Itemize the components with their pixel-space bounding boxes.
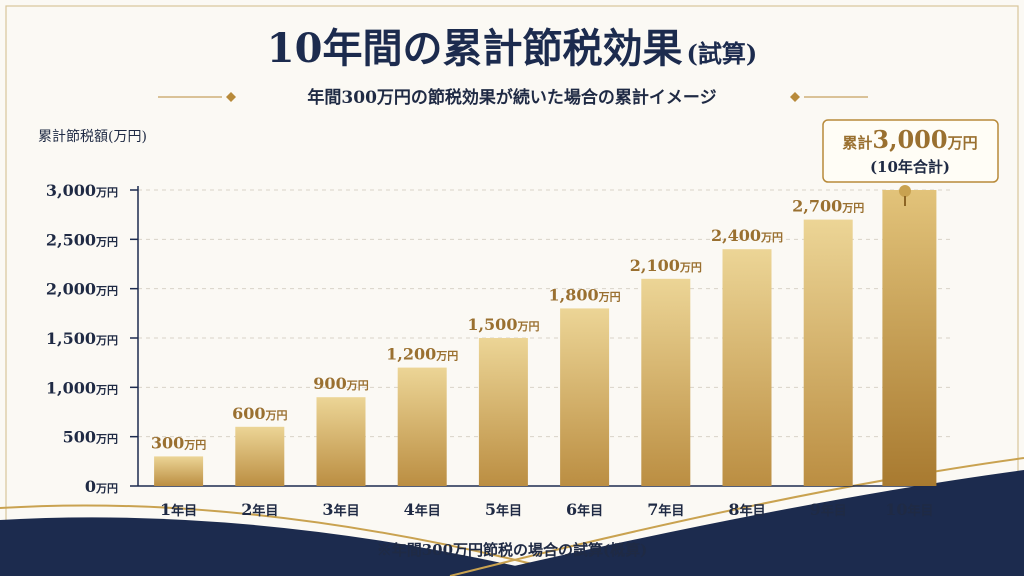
data-labels: 300万円 600万円 900万円 1,200万円 1,500万円 1,800万円 2,10… bbox=[151, 197, 864, 453]
callout-box bbox=[822, 119, 999, 183]
bar-value-label: 2,700万円 bbox=[792, 197, 864, 216]
chart-title: 10年間の累計節税効果 (試算) bbox=[267, 25, 757, 72]
bar-value-label: 1,500万円 bbox=[467, 315, 539, 334]
x-tick-label: 2年目 bbox=[241, 500, 278, 519]
callout-note: (10年合計) bbox=[870, 158, 950, 176]
y-axis-label: 累計節税額(万円) bbox=[38, 128, 147, 145]
subtitle-diamond-left bbox=[226, 92, 236, 102]
y-tick-label: 500万円 bbox=[63, 428, 118, 447]
x-tick-label: 10年目 bbox=[885, 500, 933, 519]
y-tick-label: 2,000万円 bbox=[46, 280, 118, 299]
x-tick-label: 5年目 bbox=[485, 500, 522, 519]
bar-value-label: 2,400万円 bbox=[711, 226, 783, 245]
x-tick-label: 8年目 bbox=[728, 500, 765, 519]
bar bbox=[882, 190, 937, 486]
bar bbox=[397, 367, 447, 486]
x-tick-label: 4年目 bbox=[404, 500, 441, 519]
bar bbox=[478, 338, 528, 486]
bar-value-label: 1,800万円 bbox=[549, 285, 621, 304]
bar-value-label: 2,100万円 bbox=[630, 256, 702, 275]
bar bbox=[641, 278, 691, 486]
x-axis-labels: 1年目 2年目 3年目 4年目 5年目 6年目 7年目 8年目 9年目 10年目 bbox=[160, 500, 934, 519]
corner-wave-left-line bbox=[0, 504, 581, 576]
bar bbox=[722, 249, 772, 486]
bar bbox=[803, 219, 853, 486]
corner-wave-right-line bbox=[449, 457, 1024, 576]
y-tick-label: 0万円 bbox=[85, 477, 118, 496]
callout-total: 累計3,000万円 bbox=[842, 125, 977, 154]
bar-value-label: 900万円 bbox=[313, 374, 368, 393]
chart-subtitle: 年間300万円の節税効果が続いた場合の累計イメージ bbox=[307, 87, 716, 108]
bar bbox=[316, 397, 366, 486]
y-tick-label: 2,500万円 bbox=[46, 230, 118, 249]
corner-wave-right bbox=[470, 470, 1024, 576]
bar-value-label: 300万円 bbox=[151, 433, 206, 452]
corner-wave-left bbox=[0, 517, 560, 576]
bar bbox=[560, 308, 610, 486]
total-callout: 累計3,000万円 (10年合計) bbox=[822, 119, 999, 206]
bars bbox=[154, 190, 937, 486]
footnote: ※年間300万円節税の場合の試算(概算) bbox=[377, 541, 648, 559]
y-tick-label: 1,500万円 bbox=[46, 329, 118, 348]
bar-value-label: 1,200万円 bbox=[386, 345, 458, 364]
callout-marker bbox=[899, 185, 911, 197]
x-tick-label: 1年目 bbox=[160, 500, 197, 519]
bar bbox=[235, 426, 285, 486]
x-tick-label: 6年目 bbox=[566, 500, 603, 519]
x-tick-label: 3年目 bbox=[322, 500, 359, 519]
y-axis-ticks: 0万円 500万円 1,000万円 1,500万円 2,000万円 2,500万円 3,00… bbox=[46, 181, 138, 496]
x-tick-label: 9年目 bbox=[810, 500, 847, 519]
y-tick-label: 3,000万円 bbox=[46, 181, 118, 200]
subtitle-diamond-right bbox=[790, 92, 800, 102]
bar bbox=[154, 456, 204, 486]
y-tick-label: 1,000万円 bbox=[46, 378, 118, 397]
bar-value-label: 600万円 bbox=[232, 404, 287, 423]
x-tick-label: 7年目 bbox=[647, 500, 684, 519]
